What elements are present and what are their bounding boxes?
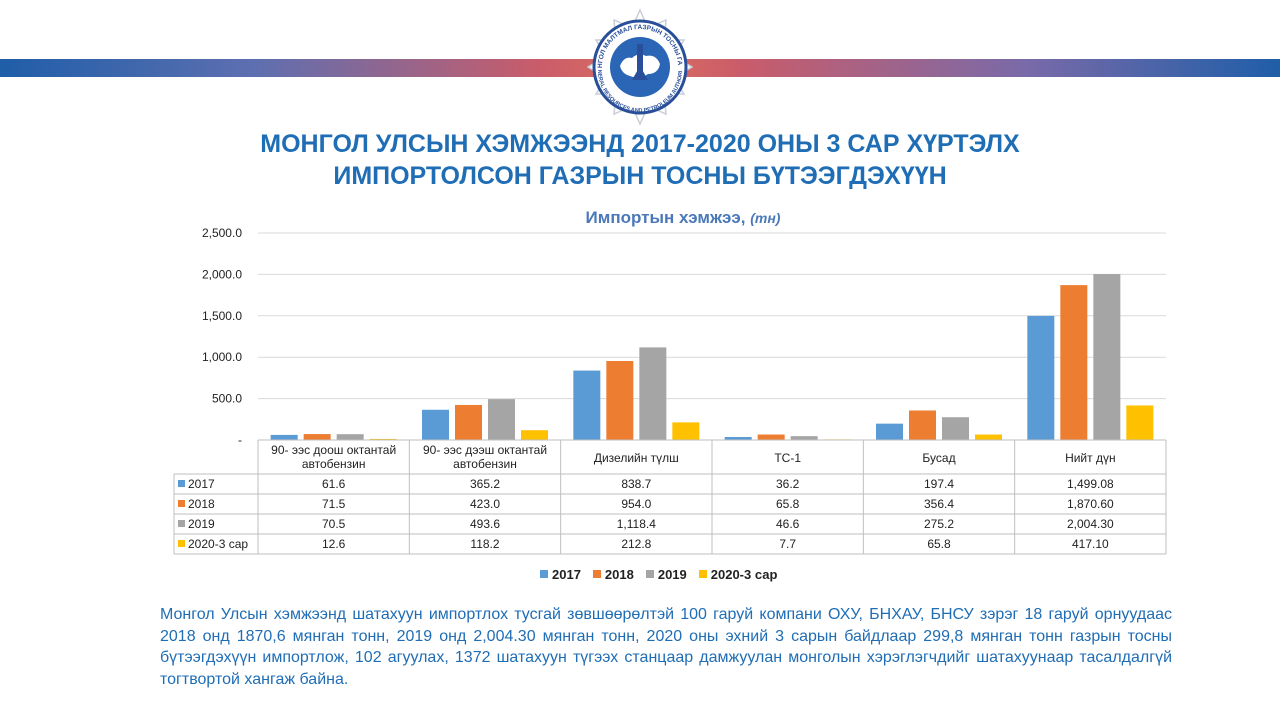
- table-value: 7.7: [779, 537, 796, 551]
- table-value: 36.2: [776, 477, 800, 491]
- bar-2020-3-сар: [369, 438, 397, 440]
- table-series-label: 2019: [188, 517, 215, 531]
- import-volume-chart: - 500.0 1,000.0 1,500.0 2,000.0 2,500.0 90- ээ…: [173, 226, 1167, 555]
- legend-label: 2017: [552, 566, 581, 582]
- chart-title-unit: (тн): [750, 210, 781, 226]
- table-value: 212.8: [621, 537, 651, 551]
- x-category-label: ТС-1: [774, 451, 801, 465]
- table-value: 61.6: [322, 477, 346, 491]
- chart-title-text: Импортын хэмжээ,: [585, 208, 746, 227]
- table-value: 1,118.4: [617, 517, 656, 531]
- bar-2017: [724, 437, 752, 440]
- legend-item: 2018: [592, 566, 634, 582]
- table-value: 1,499.08: [1067, 477, 1114, 491]
- bar-2018: [909, 410, 936, 440]
- bar-2020-3-сар: [672, 422, 700, 440]
- bar-2017: [1027, 315, 1055, 440]
- bar-2020-3-сар: [521, 430, 548, 440]
- table-value: 65.8: [927, 537, 951, 551]
- bar-2020-3-сар: [1126, 405, 1154, 440]
- bar-2017: [270, 434, 298, 440]
- chart-title: Импортын хэмжээ, (тн): [0, 208, 1280, 228]
- legend-swatch: [698, 570, 707, 578]
- table-value: 417.10: [1072, 537, 1109, 551]
- legend-item: 2017: [540, 567, 581, 582]
- bar-2019: [639, 347, 667, 440]
- page-title-line-2: ИМПОРТОЛСОН ГАЗРЫН ТОСНЫ БҮТЭЭГДЭХҮҮН: [333, 162, 947, 190]
- y-tick-label: 500.0: [212, 392, 242, 406]
- x-category-label: 90- ээс дээш октантай автобензин: [423, 443, 547, 471]
- table-legend-key: [178, 520, 185, 527]
- table-value: 70.5: [322, 517, 346, 531]
- y-tick-label: 1,500.0: [202, 309, 242, 323]
- bar-2018: [455, 404, 482, 440]
- legend-swatch: [645, 570, 654, 578]
- table-legend-key: [178, 480, 185, 487]
- table-value: 197.4: [924, 477, 954, 491]
- table-value: 275.2: [924, 517, 954, 531]
- bar-2019: [790, 436, 818, 440]
- table-legend-key: [178, 540, 185, 547]
- table-value: 423.0: [470, 497, 500, 511]
- table-series-label: 2020-3 сар: [188, 537, 248, 551]
- table-value: 1,870.60: [1067, 497, 1114, 511]
- legend-item: 2019: [645, 566, 687, 582]
- bar-2018: [606, 361, 634, 440]
- bar-2017: [573, 370, 601, 440]
- table-value: 12.6: [322, 537, 346, 551]
- table-value: 365.2: [470, 477, 500, 491]
- bar-2017: [422, 409, 449, 440]
- legend-swatch: [540, 570, 548, 578]
- table-series-label: 2017: [188, 477, 215, 491]
- table-value: 954.0: [621, 497, 651, 511]
- legend-swatch: [592, 570, 601, 578]
- y-tick-label: -: [238, 433, 242, 447]
- x-category-label: Дизелийн түлш: [594, 451, 679, 465]
- bar-2018: [303, 434, 331, 440]
- bar-2019: [1093, 274, 1121, 440]
- table-value: 118.2: [470, 537, 499, 551]
- table-legend-key: [178, 500, 185, 507]
- chart-legend: 2017 2018 2019 2020-3 сар: [540, 565, 777, 583]
- table-value: 356.4: [924, 497, 954, 511]
- legend-item: 2020-3 сар: [698, 566, 778, 582]
- legend-label: 2018: [604, 566, 634, 582]
- page-title: МОНГОЛ УЛСЫН ХЭМЖЭЭНД 2017-2020 ОНЫ 3 СА…: [0, 128, 1280, 192]
- bar-2019: [336, 434, 364, 440]
- bar-2018: [757, 434, 785, 440]
- x-category-label: 90- ээс доош октантай автобензин: [271, 443, 396, 471]
- body-paragraph: Монгол Улсын хэмжээнд шатахуун импортлох…: [160, 606, 1172, 688]
- x-category-label: Бусад: [922, 451, 955, 465]
- y-tick-label: 2,500.0: [202, 226, 242, 240]
- table-series-label: 2018: [188, 497, 215, 511]
- authority-logo: МОНГОЛ МАЛТМАЛ ГАЗРЫН ТОСНЫ ГАЗАР MINERA…: [565, 3, 712, 126]
- legend-label: 2019: [657, 566, 687, 582]
- y-tick-label: 2,000.0: [202, 267, 242, 281]
- bar-2018: [1060, 285, 1088, 440]
- x-category-label: Нийт дүн: [1065, 451, 1116, 465]
- bar-2019: [488, 399, 515, 440]
- bar-2019: [942, 417, 969, 440]
- page-title-line-1: МОНГОЛ УЛСЫН ХЭМЖЭЭНД 2017-2020 ОНЫ 3 СА…: [260, 130, 1020, 158]
- y-tick-label: 1,000.0: [202, 350, 242, 364]
- bar-2017: [876, 423, 903, 440]
- table-value: 46.6: [776, 517, 800, 531]
- table-value: 2,004.30: [1067, 517, 1114, 531]
- bar-2020-3-сар: [975, 434, 1002, 440]
- table-value: 65.8: [776, 497, 800, 511]
- legend-label: 2020-3 сар: [710, 566, 778, 582]
- table-value: 838.7: [621, 477, 651, 491]
- table-value: 71.5: [322, 497, 346, 511]
- table-value: 493.6: [470, 517, 500, 531]
